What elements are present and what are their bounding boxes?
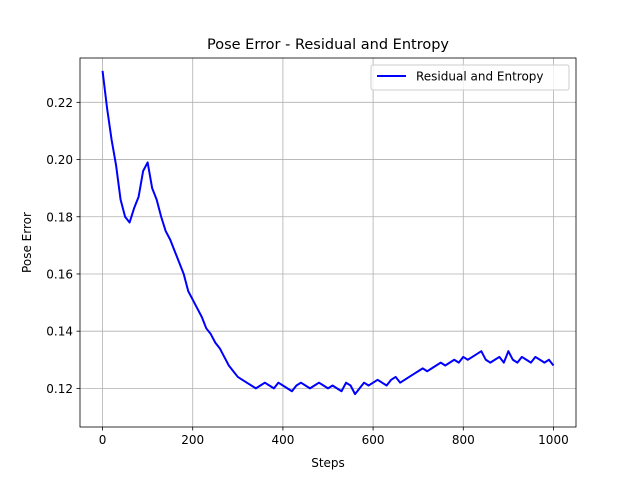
grid-lines <box>80 58 576 427</box>
x-tick-label: 1000 <box>538 433 569 447</box>
x-tick-label: 200 <box>181 433 204 447</box>
y-tick-label: 0.12 <box>46 382 73 396</box>
chart-title: Pose Error - Residual and Entropy <box>207 37 449 53</box>
y-axis-ticks: 0.12 0.14 0.16 0.18 0.20 0.22 <box>46 96 80 396</box>
y-tick-label: 0.20 <box>46 153 73 167</box>
series-line <box>101 70 555 396</box>
legend-box <box>370 64 570 91</box>
legend-label: Residual and Entropy <box>416 70 544 84</box>
y-tick-label: 0.18 <box>46 210 73 224</box>
legend: Residual and Entropy <box>370 64 570 91</box>
y-tick-label: 0.14 <box>46 325 73 339</box>
x-tick-label: 600 <box>362 433 385 447</box>
x-tick-label: 400 <box>271 433 294 447</box>
y-tick-label: 0.22 <box>46 96 73 110</box>
y-axis-label: Pose Error <box>20 212 34 273</box>
x-tick-label: 800 <box>452 433 475 447</box>
x-axis-ticks: 0 200 400 600 800 1000 <box>99 427 569 447</box>
x-tick-label: 0 <box>99 433 107 447</box>
axes-frame <box>79 57 577 428</box>
x-axis-label: Steps <box>311 456 345 470</box>
y-tick-label: 0.16 <box>46 267 73 281</box>
plot-series <box>101 70 555 396</box>
